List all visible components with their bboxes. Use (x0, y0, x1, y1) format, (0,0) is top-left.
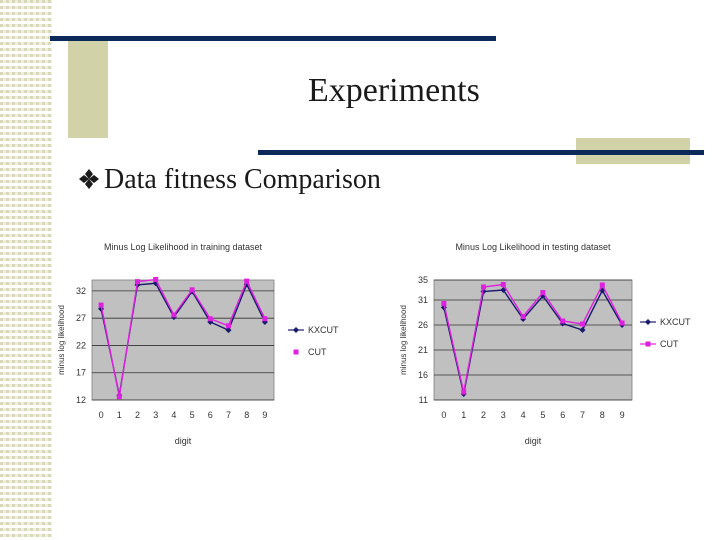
x-axis-label: digit (175, 436, 192, 446)
x-tick-label: 0 (99, 410, 104, 420)
bullet-item: Data fitness Comparison (78, 164, 381, 196)
y-tick-label: 35 (418, 275, 428, 285)
y-tick-label: 21 (418, 345, 428, 355)
x-tick-label: 6 (560, 410, 565, 420)
series-line-cut (100, 278, 266, 397)
legend-marker-kxcut (645, 319, 651, 325)
legend-marker-kxcut (293, 327, 299, 333)
legend-label: KXCUT (308, 325, 339, 335)
data-point-cut (599, 282, 605, 288)
x-tick-label: 4 (521, 410, 526, 420)
decorative-olive-block-left (68, 38, 108, 138)
y-tick-label: 12 (76, 395, 86, 405)
x-tick-label: 1 (461, 410, 466, 420)
x-tick-label: 3 (153, 410, 158, 420)
y-tick-label: 27 (76, 313, 86, 323)
data-point-cut (481, 284, 486, 290)
data-point-cut (244, 278, 250, 284)
data-point-cut (189, 287, 195, 293)
y-tick-label: 32 (76, 286, 86, 296)
data-point-cut (116, 394, 122, 400)
data-point-cut (171, 312, 177, 318)
data-point-cut (580, 321, 585, 327)
bullet-text: Data fitness Comparison (104, 164, 381, 195)
data-point-cut (540, 290, 546, 295)
x-tick-label: 2 (481, 410, 486, 420)
x-tick-label: 7 (580, 410, 585, 420)
x-tick-label: 2 (135, 410, 140, 420)
data-point-cut (619, 320, 625, 326)
legend-label: CUT (660, 339, 679, 349)
x-tick-label: 3 (501, 410, 506, 420)
data-point-kxcut (225, 327, 232, 334)
chart-title: Minus Log Likelihood in training dataset (104, 242, 263, 252)
data-point-cut (461, 389, 467, 395)
x-tick-label: 4 (171, 410, 176, 420)
x-tick-label: 6 (208, 410, 213, 420)
data-point-cut (560, 318, 566, 324)
chart-title: Minus Log Likelihood in testing dataset (455, 242, 611, 252)
decorative-stripes-overlay (0, 0, 52, 540)
x-tick-label: 8 (244, 410, 249, 420)
x-tick-label: 0 (441, 410, 446, 420)
data-point-cut (500, 282, 506, 287)
data-point-cut (135, 279, 140, 285)
legend-label: KXCUT (660, 317, 691, 327)
y-tick-label: 26 (418, 320, 428, 330)
diamond-bullet-icon (79, 169, 99, 189)
y-tick-label: 31 (418, 295, 428, 305)
data-point-cut (98, 302, 104, 308)
plot-area (91, 279, 275, 401)
y-tick-label: 17 (76, 368, 86, 378)
legend-marker-cut (645, 341, 651, 347)
y-tick-label: 11 (419, 395, 428, 405)
data-point-cut (226, 323, 231, 329)
data-point-cut (520, 314, 526, 319)
legend-marker-cut (293, 349, 299, 355)
training-likelihood-chart: Minus Log Likelihood in training dataset… (57, 242, 339, 446)
data-point-cut (441, 301, 447, 306)
x-tick-label: 7 (226, 410, 231, 420)
y-axis-label: minus log likelihood (57, 305, 66, 375)
plot-area (433, 279, 633, 401)
y-axis-label: minus log likelihood (399, 305, 408, 375)
x-tick-label: 9 (262, 410, 267, 420)
x-axis-label: digit (525, 436, 542, 446)
y-tick-label: 16 (418, 370, 428, 380)
x-tick-label: 1 (117, 410, 122, 420)
legend-label: CUT (308, 347, 327, 357)
data-point-cut (262, 316, 268, 322)
data-point-cut (207, 316, 213, 322)
x-tick-label: 5 (540, 410, 545, 420)
data-point-cut (153, 276, 159, 282)
y-tick-label: 22 (76, 340, 86, 350)
data-point-kxcut (579, 327, 586, 333)
series-line-cut (443, 283, 623, 393)
accent-bar-middle (258, 150, 704, 155)
testing-likelihood-chart: Minus Log Likelihood in testing dataset 1… (399, 242, 691, 446)
x-tick-label: 8 (600, 410, 605, 420)
x-tick-label: 5 (190, 410, 195, 420)
slide-title: Experiments (308, 72, 480, 109)
accent-bar-top (50, 36, 496, 41)
data-point-kxcut (500, 287, 507, 293)
x-tick-label: 9 (620, 410, 625, 420)
